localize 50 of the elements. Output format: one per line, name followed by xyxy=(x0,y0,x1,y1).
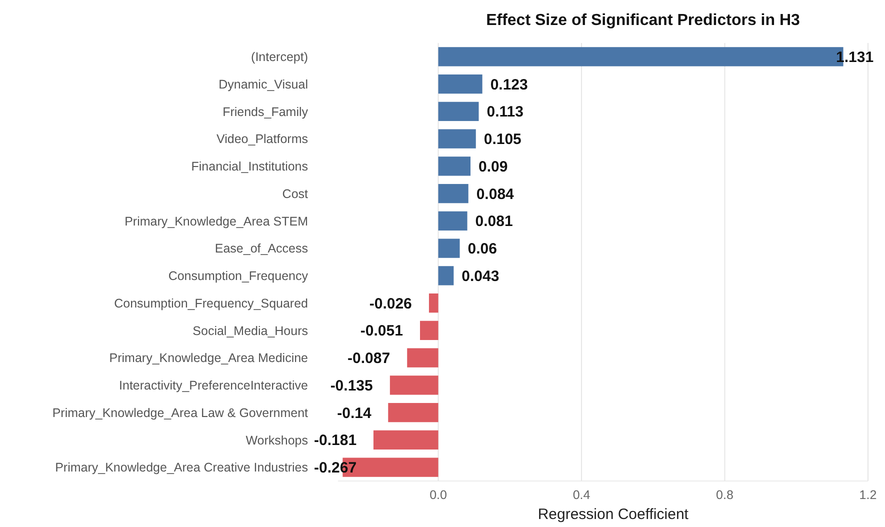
data-label: 0.09 xyxy=(478,158,508,176)
bar xyxy=(438,211,468,231)
y-tick-label: (Intercept) xyxy=(251,50,308,64)
data-label: -0.087 xyxy=(348,350,390,368)
y-tick-label: Primary_Knowledge_Area Medicine xyxy=(109,351,308,366)
data-label: -0.051 xyxy=(360,322,403,340)
y-tick-label: Primary_Knowledge_Area STEM xyxy=(124,214,308,228)
x-tick-label: 0.8 xyxy=(716,488,734,502)
data-label: 0.043 xyxy=(462,268,500,285)
chart-title: Effect Size of Significant Predictors in H3 xyxy=(486,12,800,29)
y-tick-label: Friends_Family xyxy=(222,104,309,119)
data-label: -0.026 xyxy=(369,295,412,312)
y-tick-label: Cost xyxy=(282,186,309,201)
bar xyxy=(438,238,460,258)
bar xyxy=(438,184,468,204)
y-tick-label: Consumption_Frequency_Squared xyxy=(114,296,308,310)
data-label: 0.123 xyxy=(490,76,528,94)
data-label: -0.135 xyxy=(330,377,373,394)
y-tick-label: Workshops xyxy=(246,433,308,448)
bar xyxy=(407,348,438,368)
y-tick-label: Primary_Knowledge_Area Law & Government xyxy=(52,406,309,420)
bar xyxy=(438,266,454,286)
y-tick-label: Financial_Institutions xyxy=(191,160,308,174)
y-tick-label: Ease_of_Access xyxy=(214,242,308,256)
y-tick-label: Video_Platforms xyxy=(216,132,308,146)
y-tick-label: Consumption_Frequency xyxy=(168,269,309,284)
data-label: 0.06 xyxy=(468,240,497,258)
x-tick-label: 0.0 xyxy=(430,488,447,502)
x-axis-title: Regression Coefficient xyxy=(538,506,690,523)
y-tick-label: Interactivity_PreferenceInteractive xyxy=(119,378,308,393)
bar xyxy=(420,320,438,340)
y-tick-label: Social_Media_Hours xyxy=(192,324,308,338)
bar xyxy=(373,430,438,450)
bar xyxy=(438,156,470,176)
bar xyxy=(438,129,476,148)
bar xyxy=(438,102,479,122)
bar xyxy=(388,402,438,422)
data-label: 0.113 xyxy=(486,104,524,121)
data-label: 0.084 xyxy=(476,186,515,203)
y-tick-label: Dynamic_Visual xyxy=(218,77,308,92)
x-tick-label: 0.4 xyxy=(572,488,590,502)
x-tick-label: 1.2 xyxy=(859,488,877,502)
bar xyxy=(428,293,438,313)
data-label: -0.181 xyxy=(314,432,357,450)
bar xyxy=(390,376,438,395)
data-label: -0.14 xyxy=(337,404,372,422)
data-label: 0.081 xyxy=(475,213,513,230)
bar xyxy=(438,74,482,94)
y-tick-label: Primary_Knowledge_Area Creative Industries xyxy=(55,460,308,475)
data-label: 0.105 xyxy=(484,131,522,148)
